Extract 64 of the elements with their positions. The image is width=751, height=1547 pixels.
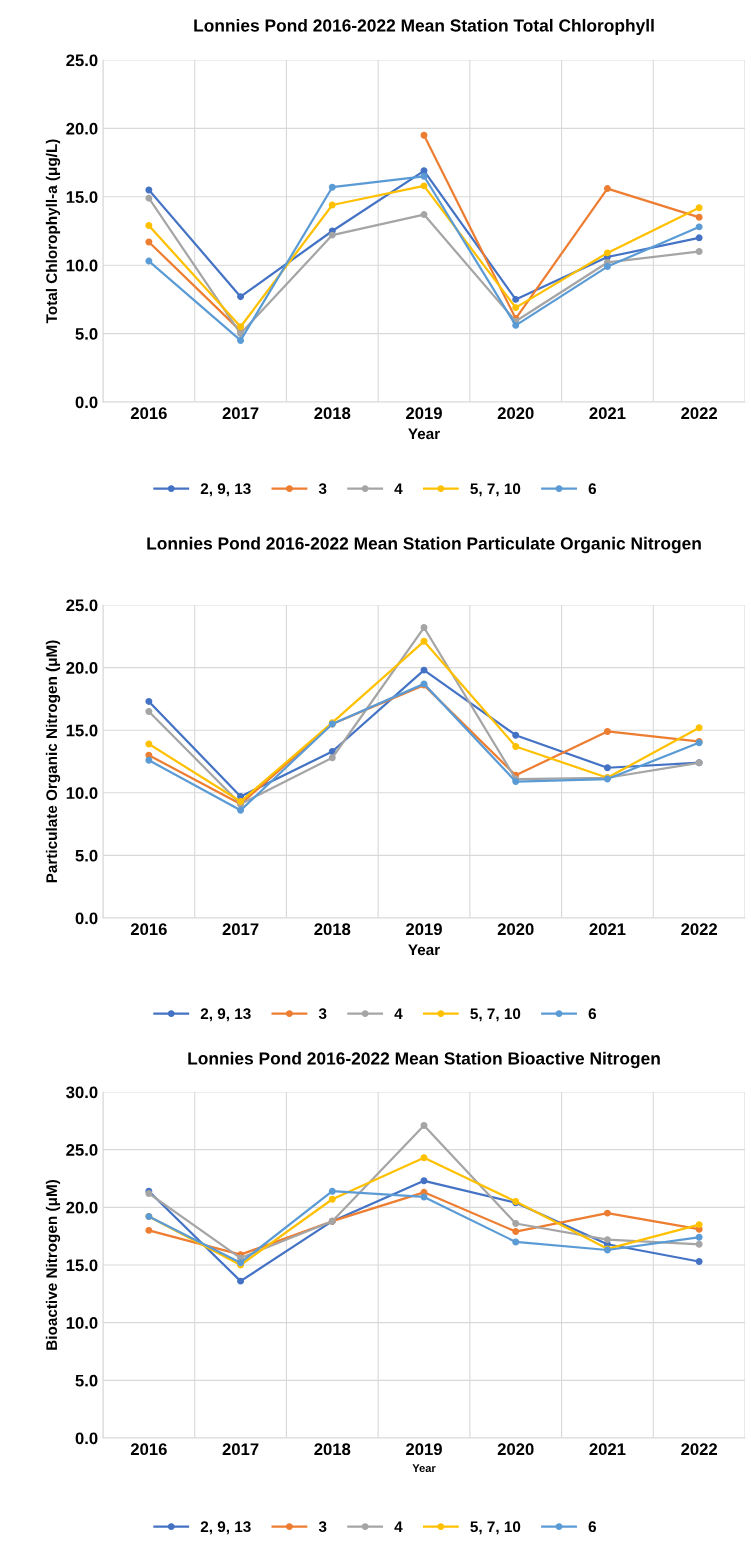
y-tick-label: 15.0 <box>66 1259 98 1272</box>
y-tick-label: 15.0 <box>66 191 98 203</box>
x-tick-label: 2021 <box>589 1443 626 1456</box>
y-tick-label: 5.0 <box>75 849 98 862</box>
x-tick-label: 2017 <box>222 923 259 936</box>
legend-label: 5, 7, 10 <box>470 1008 521 1022</box>
legend-label: 2, 9, 13 <box>200 1521 251 1535</box>
x-tick-label: 2017 <box>222 407 259 420</box>
legend-label: 6 <box>588 483 597 495</box>
legend-label: 3 <box>318 1008 327 1020</box>
y-tick-label: 25.0 <box>66 1144 98 1156</box>
x-tick-label: 2019 <box>406 923 442 936</box>
x-tick-label: 2016 <box>130 407 167 420</box>
x-axis-title: Year <box>412 1464 436 1473</box>
y-tick-label: 0.0 <box>75 396 98 409</box>
y-tick-label: 30.0 <box>66 1086 98 1099</box>
legend-label: 2, 9, 13 <box>200 1008 251 1022</box>
y-tick-label: 20.0 <box>66 1201 98 1214</box>
legend-label: 2, 9, 13 <box>200 483 251 497</box>
legend-label: 3 <box>318 483 327 495</box>
y-tick-label: 20.0 <box>66 662 98 674</box>
x-tick-label: 2021 <box>589 407 626 420</box>
x-tick-label: 2022 <box>681 923 718 936</box>
y-axis-title: Particulate Organic Nitrogen (μM) <box>45 640 61 883</box>
chart-title: Lonnies Pond 2016-2022 Mean Station Total Chlorophyll <box>194 18 654 36</box>
chart-title: Lonnies Pond 2016-2022 Mean Station Particulate Organic Nitrogen <box>147 536 701 554</box>
legend-label: 6 <box>588 1008 597 1020</box>
x-tick-label: 2018 <box>314 407 351 420</box>
legend-label: 5, 7, 10 <box>470 1521 521 1535</box>
y-axis-title: Total Chlorophyll-a (μg/L) <box>45 139 61 324</box>
x-tick-label: 2019 <box>406 407 442 420</box>
legend-label: 4 <box>394 483 403 494</box>
chart-title: Lonnies Pond 2016-2022 Mean Station Bioactive Nitrogen <box>188 1051 660 1069</box>
x-tick-label: 2017 <box>222 1443 259 1456</box>
x-axis-title: Year <box>408 428 440 440</box>
x-tick-label: 2021 <box>589 923 626 936</box>
x-tick-label: 2019 <box>406 1443 442 1456</box>
y-tick-label: 10.0 <box>66 787 98 799</box>
x-tick-label: 2022 <box>681 1443 718 1456</box>
y-tick-label: 25.0 <box>66 599 98 612</box>
y-tick-label: 10.0 <box>66 1317 98 1329</box>
legend-label: 3 <box>318 1521 327 1533</box>
x-tick-label: 2022 <box>681 407 718 420</box>
y-tick-label: 0.0 <box>75 1432 98 1445</box>
x-tick-label: 2020 <box>497 923 534 936</box>
y-tick-label: 5.0 <box>75 328 98 340</box>
legend-label: 4 <box>394 1521 403 1532</box>
x-tick-label: 2020 <box>497 407 534 420</box>
x-tick-label: 2016 <box>130 923 167 936</box>
x-tick-label: 2016 <box>130 1443 167 1456</box>
x-tick-label: 2020 <box>497 1443 534 1456</box>
y-axis-title: Bioactive Nitrogen (μM) <box>45 1180 61 1350</box>
x-axis-title: Year <box>408 944 440 956</box>
y-tick-label: 10.0 <box>66 259 98 272</box>
y-tick-label: 15.0 <box>66 724 98 737</box>
x-tick-label: 2018 <box>314 1443 351 1456</box>
x-tick-label: 2018 <box>314 923 351 936</box>
legend-label: 5, 7, 10 <box>470 483 521 497</box>
legend-label: 6 <box>588 1521 597 1533</box>
y-tick-label: 0.0 <box>75 912 98 925</box>
legend-label: 4 <box>394 1008 403 1019</box>
y-tick-label: 5.0 <box>75 1374 98 1387</box>
y-tick-label: 20.0 <box>66 122 98 135</box>
y-tick-label: 25.0 <box>66 54 98 67</box>
